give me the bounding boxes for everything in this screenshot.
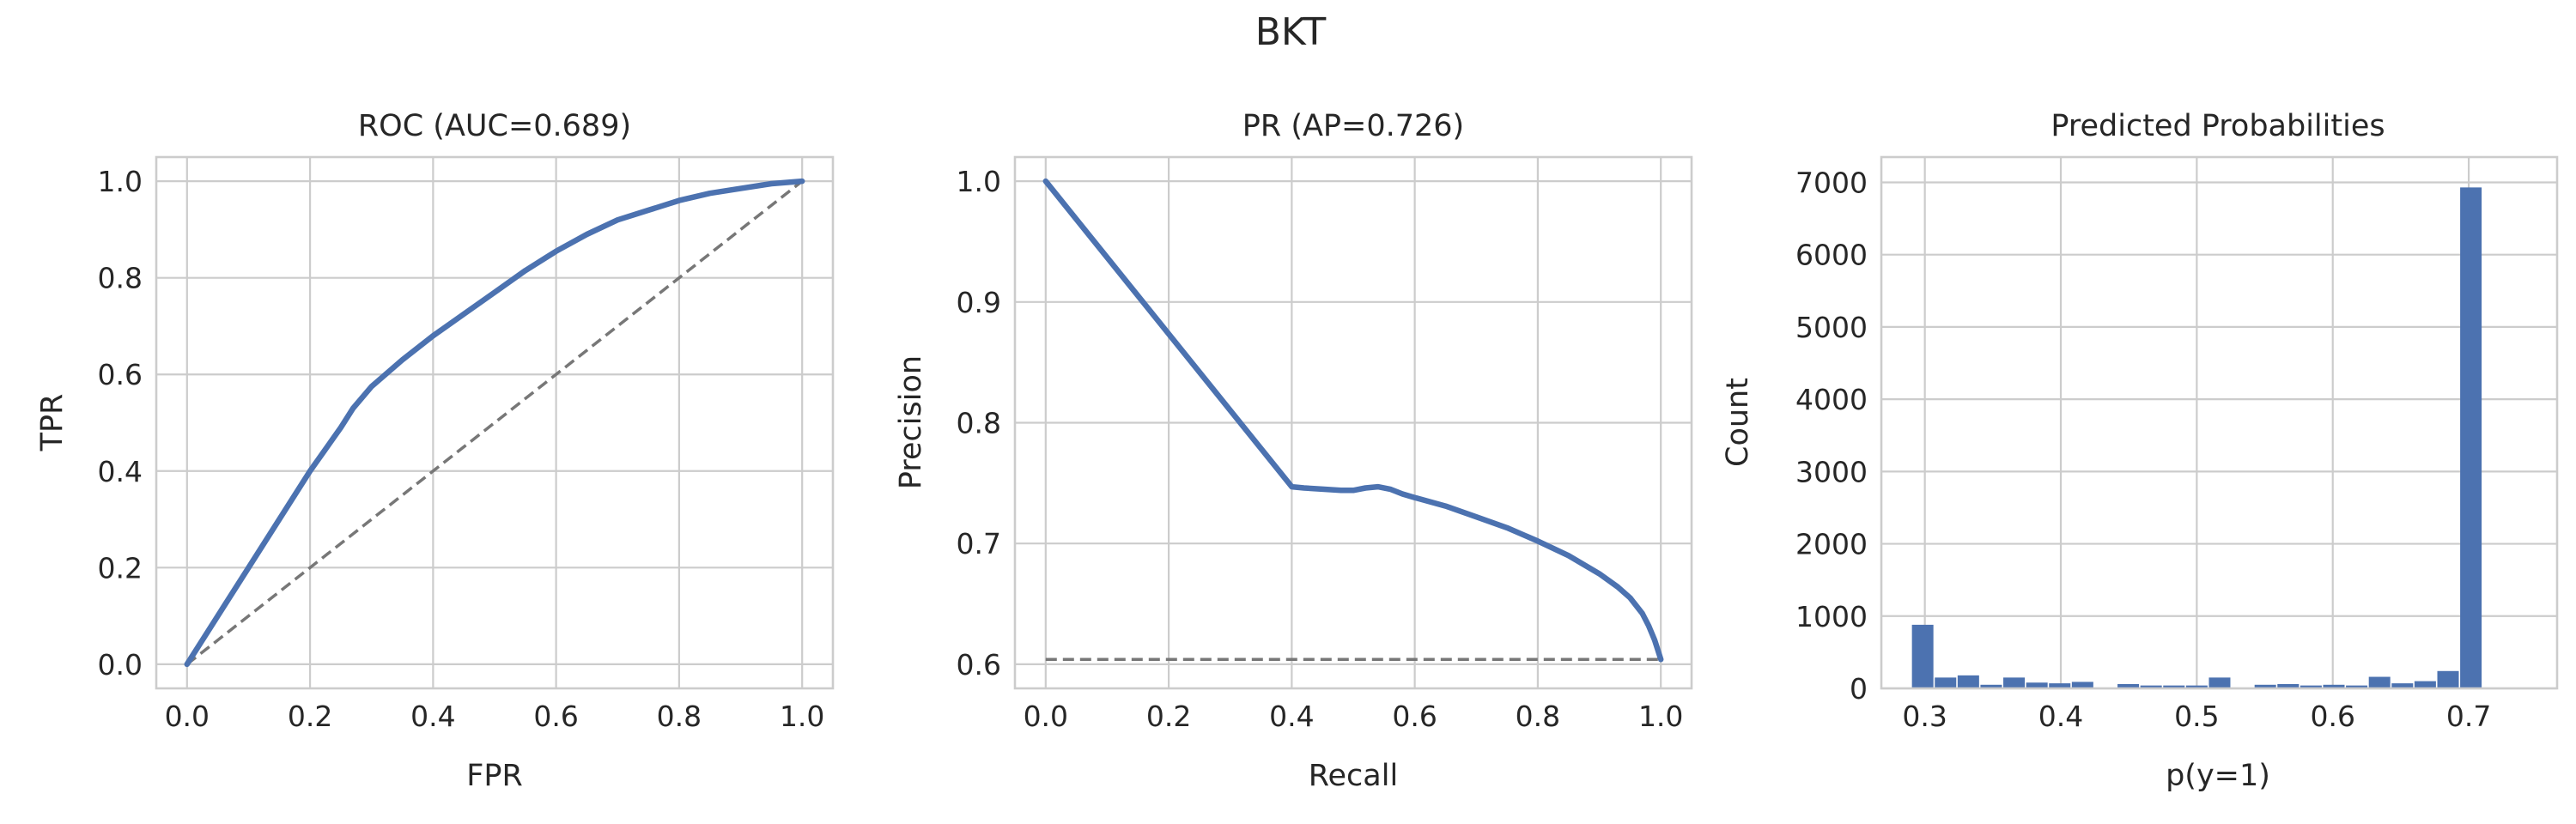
hist-xlabel: p(y=1) — [2166, 759, 2270, 793]
roc-ytick-label: 0.0 — [98, 648, 143, 682]
roc-ytick-label: 0.8 — [98, 262, 143, 295]
hist-xtick-label: 0.6 — [2310, 700, 2354, 733]
roc-xtick-label: 0.0 — [165, 700, 210, 733]
roc-curve-line — [184, 178, 805, 668]
hist-bar — [2346, 685, 2368, 688]
hist-ytick-label: 2000 — [1795, 528, 1868, 561]
roc-xtick-label: 0.2 — [288, 700, 332, 733]
pr-title: PR (AP=0.726) — [1242, 109, 1464, 143]
hist-bar — [2163, 685, 2185, 688]
hist-ytick-label: 3000 — [1795, 455, 1868, 488]
hist-ylabel: Count — [1721, 378, 1755, 467]
pr-grid — [1015, 157, 1692, 688]
hist-ytick-label: 5000 — [1795, 311, 1868, 344]
pr-xtick-label: 0.4 — [1269, 700, 1314, 733]
hist-bar — [1935, 677, 1957, 688]
hist-bar — [2460, 187, 2482, 688]
hist-bar — [2323, 684, 2345, 688]
pr-curve-line — [1042, 178, 1664, 663]
pr-ytick-label: 1.0 — [957, 165, 1001, 198]
roc-xtick-label: 0.6 — [533, 700, 578, 733]
figure-title: BKT — [1255, 10, 1327, 54]
hist-ticks: 0.3 0.4 0.5 0.6 0.7 0 1000 2000 3000 4000 5000 6000… — [1795, 166, 2491, 733]
roc-ytick-label: 0.4 — [98, 455, 143, 488]
pr-xlabel: Recall — [1309, 759, 1398, 793]
roc-title: ROC (AUC=0.689) — [358, 109, 631, 143]
hist-bar — [2368, 676, 2391, 688]
pr-ylabel: Precision — [894, 355, 928, 489]
hist-bar — [2437, 670, 2459, 688]
hist-ytick-label: 4000 — [1795, 383, 1868, 416]
hist-ytick-label: 7000 — [1795, 166, 1868, 199]
hist-bar — [2117, 683, 2140, 688]
roc-ylabel: TPR — [35, 394, 70, 452]
hist-bar — [2026, 682, 2048, 688]
roc-xlabel: FPR — [466, 759, 523, 793]
hist-bar — [2003, 677, 2026, 688]
hist-bar — [1911, 624, 1934, 688]
hist-ytick-label: 6000 — [1795, 239, 1868, 272]
roc-xtick-label: 0.4 — [410, 700, 455, 733]
roc-frame — [155, 155, 835, 690]
roc-xtick-label: 1.0 — [780, 700, 824, 733]
pr-panel: PR (AP=0.726) 0.0 0.2 0.4 0.6 0.8 1.00.60.70.… — [894, 109, 1693, 793]
pr-xtick-label: 1.0 — [1638, 700, 1683, 733]
hist-bar — [1957, 675, 1979, 688]
pr-ytick-label: 0.8 — [957, 407, 1001, 440]
roc-ytick-label: 0.6 — [98, 358, 143, 391]
hist-title: Predicted Probabilities — [2050, 109, 2385, 143]
roc-xtick-label: 0.8 — [657, 700, 702, 733]
hist-xtick-label: 0.4 — [2038, 700, 2083, 733]
pr-marks — [1042, 178, 1664, 663]
pr-xtick-label: 0.8 — [1516, 700, 1560, 733]
roc-panel: ROC (AUC=0.689) 0.0 0.2 0.4 0.6 0.8 1.0 0.0 0.2… — [35, 109, 835, 793]
hist-bar — [2414, 681, 2436, 688]
hist-bar — [2208, 677, 2231, 688]
hist-ytick-label: 1000 — [1795, 600, 1868, 633]
hist-ytick-label: 0 — [1850, 672, 1868, 706]
hist-marks — [1911, 187, 2482, 688]
roc-grid — [156, 157, 833, 688]
hist-frame — [1880, 155, 2559, 690]
hist-bar — [2391, 683, 2414, 688]
hist-bar — [2049, 683, 2071, 688]
roc-marks — [184, 178, 805, 668]
hist-bar — [2300, 685, 2322, 688]
hist-xtick-label: 0.7 — [2446, 700, 2491, 733]
hist-bar — [1980, 684, 2002, 688]
roc-ytick-label: 1.0 — [98, 165, 143, 198]
pr-ytick-label: 0.6 — [957, 648, 1001, 682]
pr-frame — [1013, 155, 1693, 690]
pr-ytick-label: 0.9 — [957, 286, 1001, 319]
hist-plot-area — [1881, 157, 2557, 688]
pr-xtick-label: 0.2 — [1146, 700, 1191, 733]
pr-ticks: 0.0 0.2 0.4 0.6 0.8 1.0 0.6 0.7 0.8 0.9 1.0 — [957, 165, 1684, 733]
roc-chance-line — [185, 179, 804, 666]
hist-xtick-label: 0.3 — [1902, 700, 1947, 733]
hist-bar — [2277, 683, 2300, 688]
roc-ytick-label: 0.2 — [98, 551, 143, 585]
pr-xtick-label: 0.0 — [1024, 700, 1068, 733]
hist-xtick-label: 0.5 — [2174, 700, 2219, 733]
hist-bar — [2185, 685, 2208, 688]
roc-ticks: 0.0 0.2 0.4 0.6 0.8 1.0 0.0 0.2 0.4 0.6 0.8 1.0 — [98, 165, 825, 733]
hist-bar — [2140, 685, 2162, 688]
pr-ytick-label: 0.7 — [957, 527, 1001, 560]
hist-bar — [2254, 684, 2276, 688]
hist-panel: Predicted Probabilities 0.3 0.4 0.5 0.6 0.70… — [1721, 109, 2559, 793]
hist-bar — [2071, 682, 2093, 688]
pr-xtick-label: 0.6 — [1392, 700, 1437, 733]
